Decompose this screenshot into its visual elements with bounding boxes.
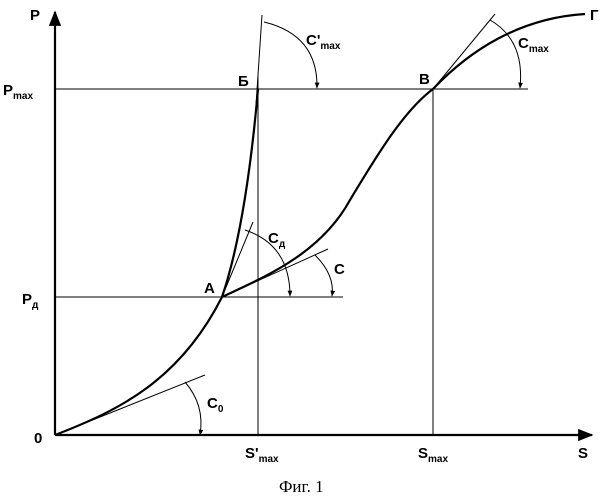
point-g-label: Г <box>590 7 599 24</box>
x-axis-label: S <box>578 445 588 462</box>
point-a-label: А <box>204 280 215 297</box>
tangent-c <box>222 249 328 297</box>
smax-label: Smax <box>418 445 448 465</box>
main-curve <box>55 14 585 435</box>
smax-prime-label: S'max <box>245 445 279 465</box>
origin-label: 0 <box>34 430 42 447</box>
arc-c0 <box>185 382 201 435</box>
angle-cmax-label: Cmax <box>518 35 549 55</box>
angle-c0-label: C0 <box>207 395 224 415</box>
angle-cmax-prime-label: C'max <box>306 32 341 52</box>
steep-curve <box>222 89 258 297</box>
pmax-label: Pmax <box>3 82 33 102</box>
point-b-label: Б <box>238 73 249 90</box>
tangent-cmax-prime <box>256 15 262 105</box>
y-axis-label: P <box>30 7 40 24</box>
tangent-c0 <box>55 375 205 435</box>
pd-label: Pд <box>22 291 39 311</box>
angle-cd-label: Cд <box>268 230 286 250</box>
angle-c-label: C <box>334 261 345 278</box>
point-v-label: В <box>419 71 430 88</box>
figure-caption: Фиг. 1 <box>279 477 324 496</box>
tangent-cmax <box>433 14 495 89</box>
arc-c <box>315 255 332 296</box>
